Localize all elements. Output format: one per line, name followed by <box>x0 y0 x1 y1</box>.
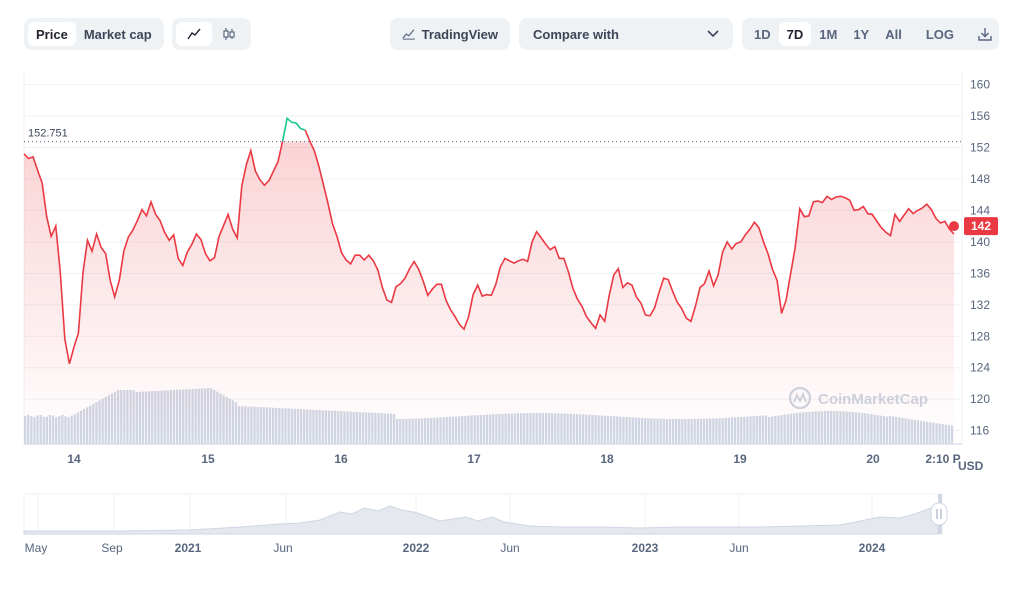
download-icon[interactable] <box>970 22 1000 46</box>
candlestick-icon[interactable] <box>212 22 248 46</box>
y-tick-label: 120 <box>970 392 990 406</box>
price-line-up <box>281 116 306 142</box>
navigator-label: 2023 <box>632 541 659 555</box>
navigator-label: Jun <box>500 541 519 555</box>
x-tick-label: 20 <box>866 452 880 466</box>
current-price-dot <box>949 221 959 232</box>
reference-label-bg <box>24 125 72 140</box>
tradingview-label: TradingView <box>421 26 498 42</box>
line-chart-icon[interactable] <box>176 22 212 46</box>
tab-market-cap[interactable]: Market cap <box>83 26 152 42</box>
y-tick-label: 132 <box>970 298 990 312</box>
navigator-area <box>23 505 939 535</box>
chevron-down-icon <box>707 30 719 38</box>
y-tick-label: 160 <box>970 78 990 92</box>
coinmarketcap-logo-icon <box>788 386 812 410</box>
y-tick-label: 116 <box>970 424 989 438</box>
x-tick-label: 17 <box>467 452 481 466</box>
range-7d[interactable]: 7D <box>778 22 812 46</box>
navigator-label: Jun <box>273 541 292 555</box>
navigator-label: May <box>25 541 48 555</box>
chart-type-toggle <box>172 18 251 50</box>
price-area-fill <box>24 141 954 444</box>
range-1m[interactable]: 1M <box>819 26 838 42</box>
range-all[interactable]: All <box>885 26 902 42</box>
y-tick-label: 124 <box>970 361 990 375</box>
navigator-label: 2021 <box>175 541 202 555</box>
navigator-label: Sep <box>101 541 123 555</box>
compare-label: Compare with <box>533 26 619 42</box>
navigator-label: 2022 <box>403 541 430 555</box>
y-tick-label: 152 <box>970 141 990 155</box>
x-tick-label: 19 <box>733 452 747 466</box>
x-tick-label: 2:10 P <box>925 452 960 466</box>
navigator-label: Jun <box>729 541 748 555</box>
current-price-badge <box>964 217 998 236</box>
y-tick-label: 128 <box>970 329 990 343</box>
y-tick-label: 148 <box>970 172 990 186</box>
reference-label: 152.751 <box>28 128 68 140</box>
range-selector: 1D 7D 1M 1Y All LOG <box>742 18 999 50</box>
drag-handle-icon[interactable] <box>930 502 948 526</box>
price-chart: CoinMarketCap 152.751 142 116 120 124 128 132… <box>23 72 998 473</box>
x-tick-label: 14 <box>67 452 81 466</box>
navigator-label: 2024 <box>859 541 886 555</box>
x-tick-label: 16 <box>334 452 348 466</box>
coinmarketcap-watermark: CoinMarketCap <box>788 386 928 410</box>
range-1y[interactable]: 1Y <box>853 26 870 42</box>
currency-label: USD <box>958 459 984 473</box>
price-line-down <box>304 129 955 331</box>
tab-price[interactable]: Price <box>28 22 76 46</box>
y-tick-label: 140 <box>970 235 990 249</box>
tradingview-button[interactable]: TradingView <box>390 18 510 50</box>
y-tick-label: 136 <box>970 266 990 280</box>
watermark-text: CoinMarketCap <box>818 391 928 408</box>
price-marketcap-toggle: Price Market cap <box>24 18 164 50</box>
y-tick-label: 144 <box>970 203 990 217</box>
tradingview-icon <box>402 29 415 40</box>
x-tick-label: 15 <box>201 452 215 466</box>
log-toggle[interactable]: LOG <box>925 26 955 42</box>
range-navigator[interactable]: May Sep 2021 Jun 2022 Jun 2023 Jun 2024 <box>0 480 1029 592</box>
current-price-label: 142 <box>971 219 991 233</box>
y-tick-label: 156 <box>970 109 990 123</box>
range-1d[interactable]: 1D <box>754 26 771 42</box>
x-tick-label: 18 <box>600 452 614 466</box>
price-line-down <box>23 141 284 365</box>
compare-with-dropdown[interactable]: Compare with <box>519 18 733 50</box>
